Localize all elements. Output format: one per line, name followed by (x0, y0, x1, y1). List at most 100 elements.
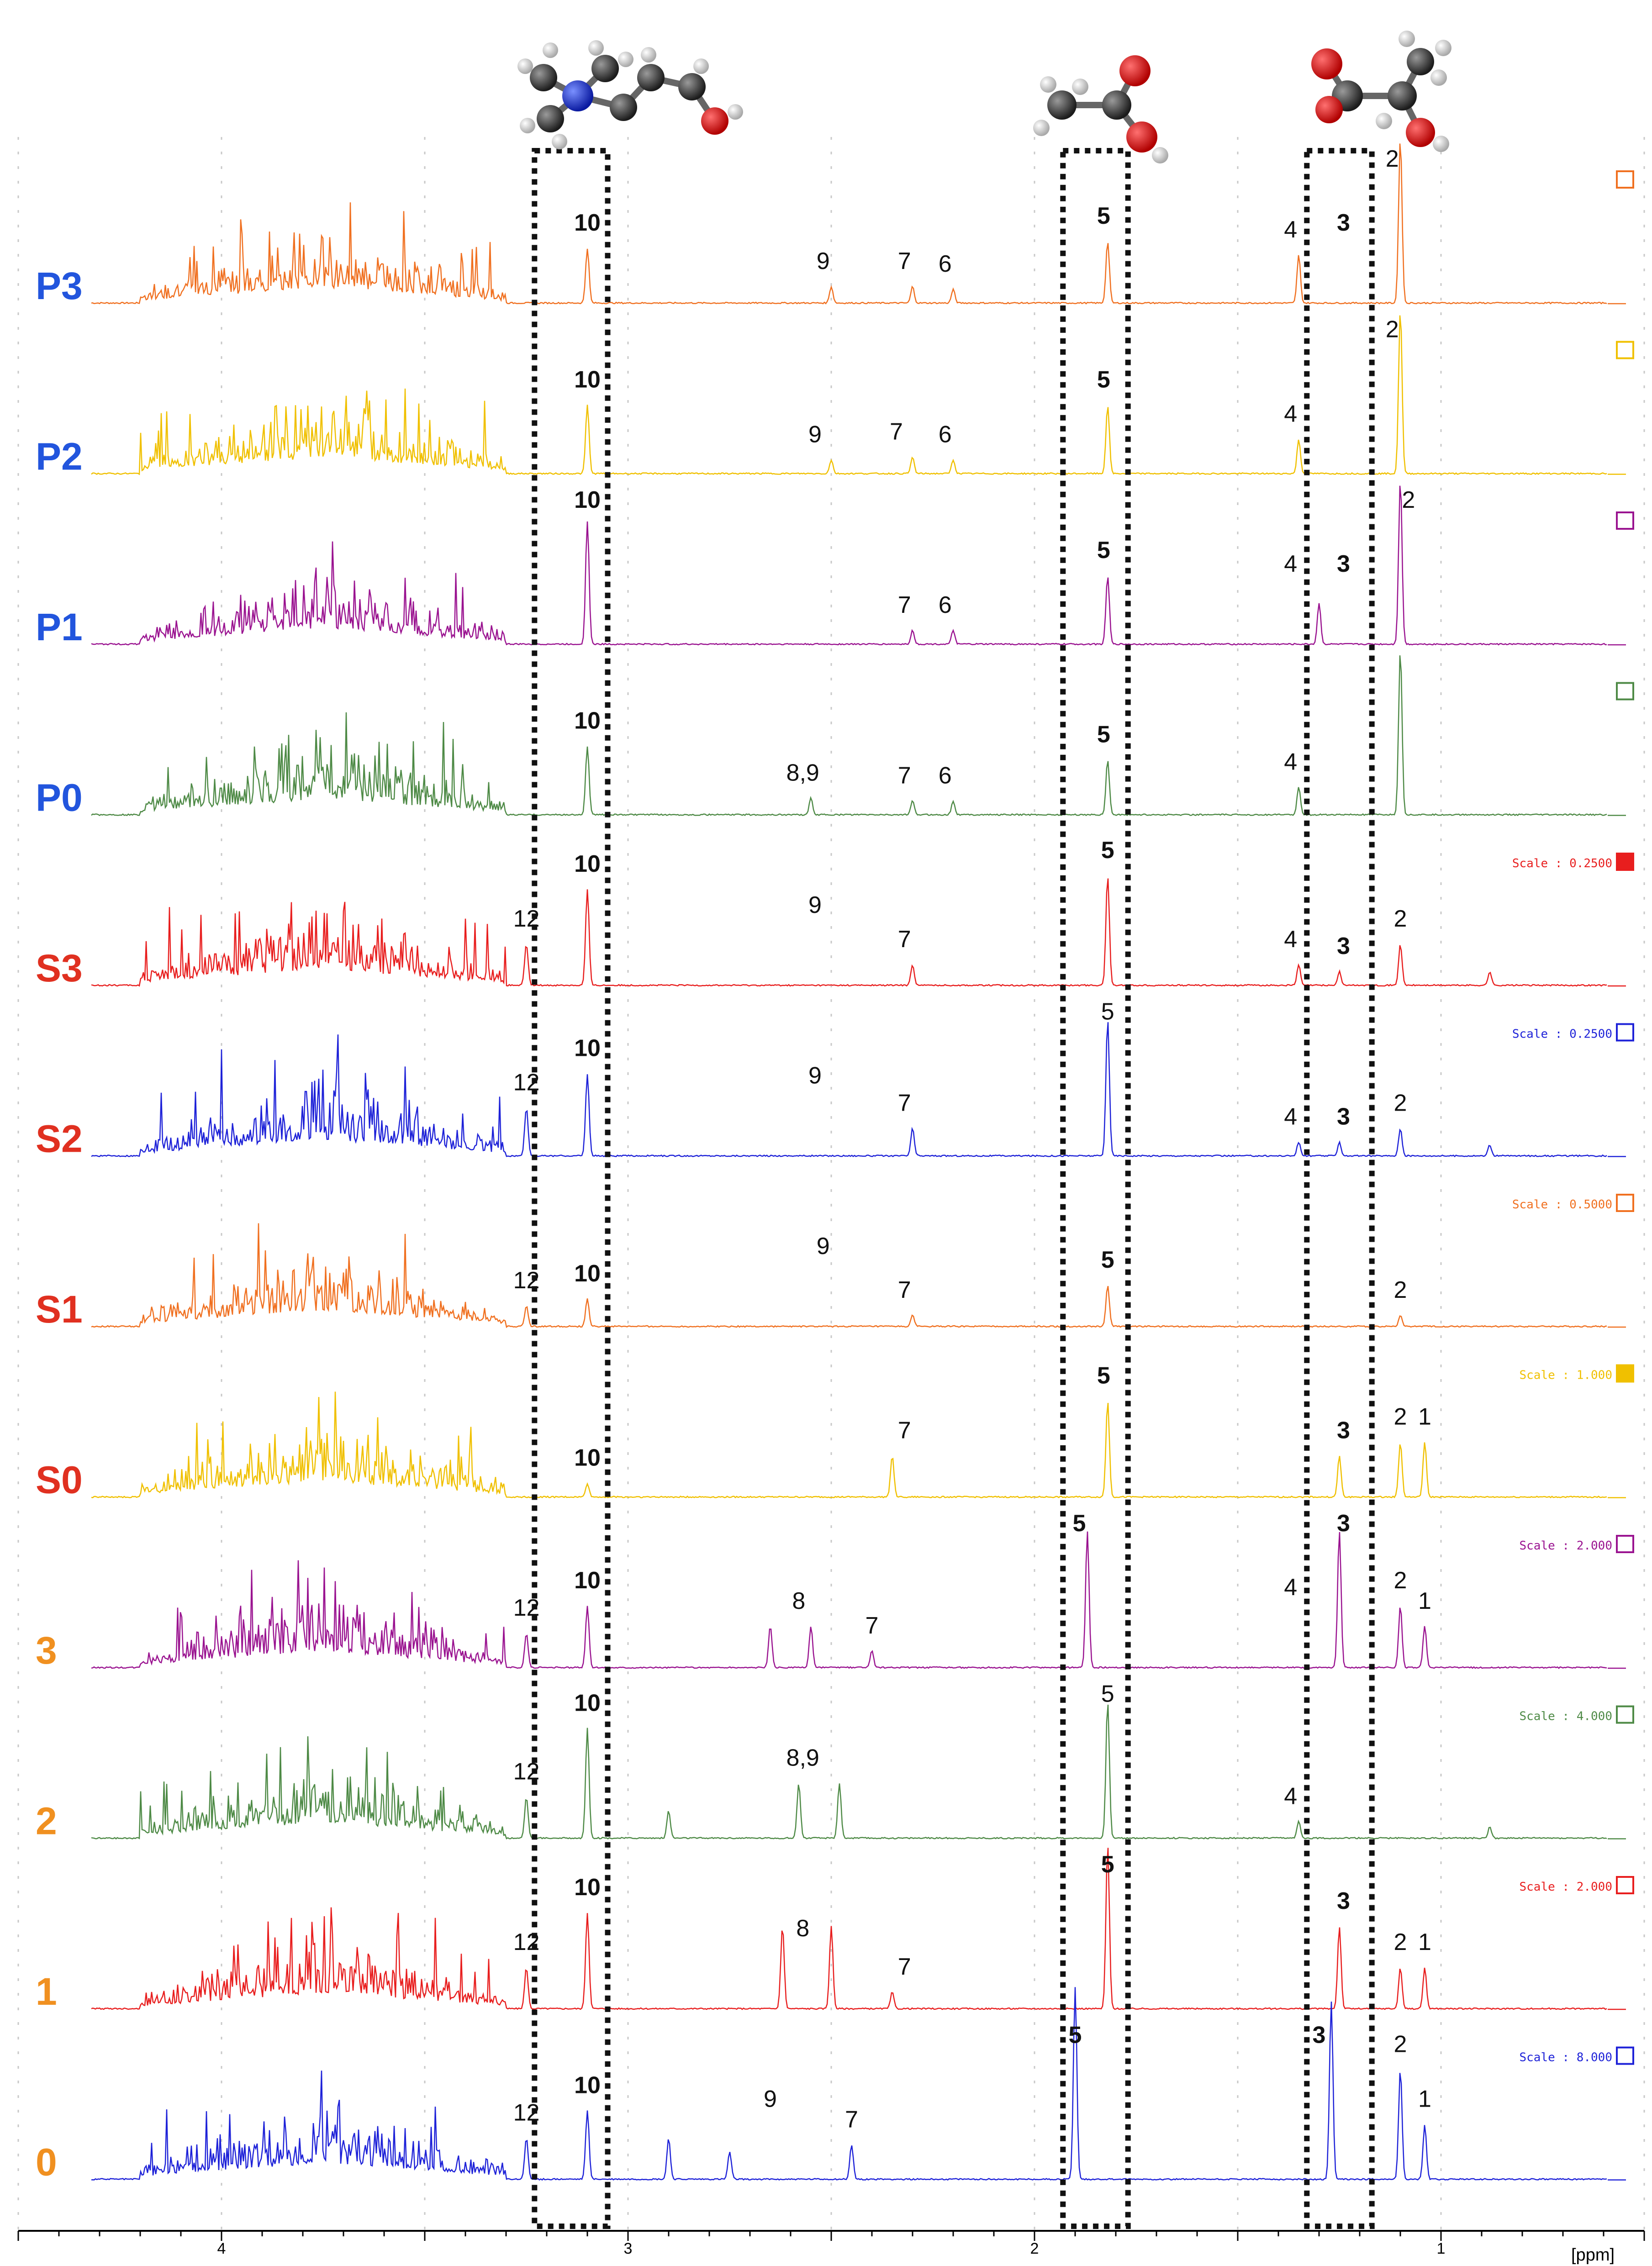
spectrum-trace (91, 1223, 1607, 1328)
peak-annotation: 7 (866, 1613, 879, 1639)
peak-annotation: 1 (1418, 2086, 1431, 2113)
spectrum-trace (91, 1022, 1607, 1158)
peak-annotation: 3 (1337, 1888, 1350, 1914)
scale-marker (1616, 1364, 1634, 1383)
peak-annotation: 4 (1284, 1104, 1297, 1130)
peak-annotation: 8,9 (786, 760, 819, 786)
peak-annotation: 10 (574, 2072, 601, 2099)
peak-annotation: 10 (574, 487, 601, 513)
scale-marker (1616, 341, 1634, 359)
peak-annotation: 10 (574, 1035, 601, 1062)
scale-marker (1616, 853, 1634, 871)
peak-annotation: 7 (898, 1418, 911, 1444)
peak-annotation: 10 (574, 210, 601, 236)
vertical-gridlines (17, 137, 1645, 2231)
peak-annotation: 12 (513, 1595, 540, 1621)
peak-annotation: 7 (898, 592, 911, 618)
peak-annotation: 9 (817, 1233, 830, 1259)
peak-annotation: 12 (513, 2100, 540, 2126)
peak-annotation: 7 (898, 1954, 911, 1980)
peak-annotation: 2 (1394, 1929, 1407, 1955)
peak-annotation: 4 (1284, 926, 1297, 953)
peak-annotation: 10 (574, 1260, 601, 1287)
peak-annotation: 5 (1101, 1247, 1114, 1273)
sample-label: 3 (36, 1629, 57, 1672)
scale-label: Scale : 8.000 (1520, 2051, 1613, 2065)
spectrum-2: 2 Scale : 4.000 (36, 1704, 1634, 1843)
peak-annotation: 9 (808, 892, 822, 918)
peak-annotation: 5 (1097, 1363, 1110, 1389)
scale-marker (1616, 682, 1634, 701)
spectrum-P3: P3 (36, 143, 1634, 307)
highlight-box (1060, 148, 1131, 2229)
peak-annotation: 3 (1337, 933, 1350, 959)
peak-annotation: 7 (898, 1090, 911, 1117)
peak-annotation: 2 (1394, 1277, 1407, 1303)
peak-annotation: 5 (1097, 537, 1110, 564)
spectrum-3: 3 Scale : 2.000 (36, 1531, 1634, 1672)
x-tick-label: 2 (1030, 2240, 1039, 2257)
peak-annotation: 1 (1418, 1588, 1431, 1614)
peak-annotation: 8 (796, 1915, 809, 1942)
peak-annotation: 10 (574, 708, 601, 734)
sample-label: S2 (36, 1117, 83, 1160)
scale-marker (1616, 170, 1634, 189)
peak-annotation: 5 (1069, 2022, 1082, 2049)
highlight-box (1304, 148, 1375, 2229)
highlight-boxes (532, 148, 1375, 2229)
spectrum-trace (91, 1848, 1607, 2010)
spectrum-S1: S1 Scale : 0.5000 (36, 1194, 1634, 1331)
peak-annotation: 5 (1097, 722, 1110, 748)
peak-annotation: 5 (1097, 367, 1110, 393)
peak-annotation: 10 (574, 1567, 601, 1594)
peak-annotation: 5 (1097, 203, 1110, 229)
spectrum-S3: S3 Scale : 0.2500 (36, 853, 1634, 990)
peak-annotation: 10 (574, 1445, 601, 1471)
peak-annotation: 7 (898, 763, 911, 789)
scale-label: Scale : 0.2500 (1512, 1028, 1612, 1041)
scale-marker (1616, 1876, 1634, 1894)
x-axis-unit-label: [ppm] (1571, 2245, 1615, 2265)
peak-annotation: 5 (1072, 1510, 1086, 1537)
peak-annotation: 3 (1337, 210, 1350, 236)
scale-label: Scale : 0.5000 (1512, 1198, 1612, 1212)
peak-annotation: 1 (1418, 1929, 1431, 1955)
peak-annotation: 5 (1101, 999, 1114, 1025)
peak-annotation: 3 (1337, 1510, 1350, 1537)
lactic-acid-molecule (1311, 31, 1451, 152)
peak-annotation: 7 (845, 2107, 858, 2133)
spectrum-trace (91, 1987, 1607, 2181)
peak-annotation: 10 (574, 1874, 601, 1901)
peak-annotation: 7 (890, 419, 903, 445)
sample-label: 2 (36, 1800, 57, 1843)
x-tick-label: 3 (624, 2240, 633, 2257)
spectrum-S2: S2 Scale : 0.2500 (36, 1022, 1634, 1160)
scale-label: Scale : 1.000 (1520, 1369, 1613, 1382)
peak-annotation: 9 (764, 2086, 777, 2113)
peak-annotation: 3 (1337, 1418, 1350, 1444)
scale-marker (1616, 1023, 1634, 1042)
sample-label: S0 (36, 1459, 83, 1502)
peak-annotation: 12 (513, 1929, 540, 1955)
peak-annotation: 2 (1394, 1090, 1407, 1117)
spectrum-P0: P0 (36, 655, 1634, 819)
peak-annotation: 2 (1394, 1404, 1407, 1430)
sample-label: P2 (36, 435, 83, 478)
peak-annotation: 9 (808, 422, 822, 448)
x-tick-label: 1 (1437, 2240, 1446, 2257)
peak-annotation: 10 (574, 367, 601, 393)
scale-label: Scale : 2.000 (1520, 1539, 1613, 1553)
spectrum-P2: P2 (36, 315, 1634, 478)
peak-annotation: 12 (513, 906, 540, 932)
spectrum-trace (91, 315, 1607, 475)
peak-annotation: 3 (1337, 1104, 1350, 1130)
peak-annotation: 4 (1284, 216, 1297, 243)
spectrum-trace (91, 1531, 1607, 1669)
scale-marker (1616, 1535, 1634, 1553)
peak-annotation: 2 (1402, 487, 1415, 513)
peak-annotation: 2 (1386, 146, 1399, 172)
spectrum-0: 0 Scale : 8.000 (36, 1987, 1634, 2184)
spectrum-trace (91, 1704, 1607, 1840)
peak-annotation: 6 (939, 422, 952, 448)
